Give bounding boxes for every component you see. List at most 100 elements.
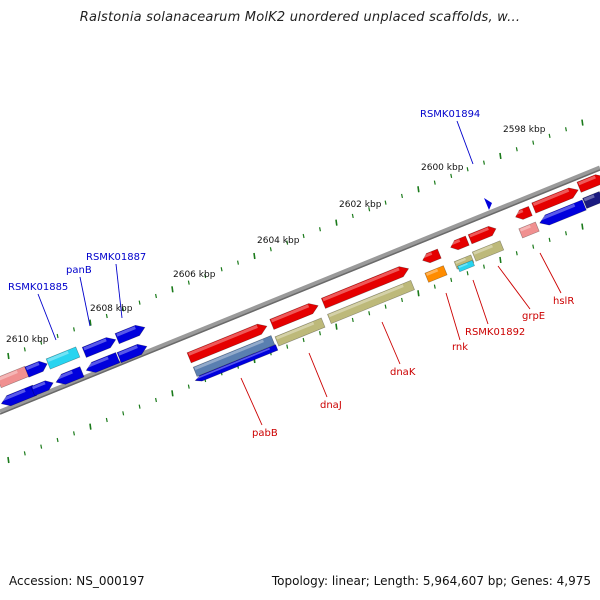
gene-grpe-upper-body	[467, 226, 497, 245]
lower-tick	[483, 264, 485, 269]
gene-lower-left-4-body	[85, 352, 121, 373]
lower-tick	[73, 431, 75, 436]
gene-label-rsmk01892[interactable]: RSMK01892	[465, 327, 525, 338]
upper-tick	[204, 273, 207, 279]
gene-rsmk01887-upper-2-highlight	[116, 326, 136, 337]
upper-tick	[286, 240, 289, 245]
gene-lower-left-4[interactable]	[84, 352, 121, 376]
gene-label-rsmk01894[interactable]: RSMK01894	[420, 109, 480, 120]
gene-upper-red-right[interactable]	[531, 185, 581, 214]
upper-tick	[565, 127, 567, 132]
gene-pabb-reverse[interactable]	[194, 344, 279, 384]
connector-dnak	[381, 321, 401, 365]
upper-tick	[23, 347, 26, 352]
gene-dnak[interactable]	[320, 264, 410, 309]
gene-upper-red-right-body	[531, 187, 579, 214]
connector-rsmk01887	[115, 263, 123, 319]
gene-rsmk01892-upper[interactable]	[449, 235, 470, 252]
lower-tick	[319, 331, 321, 336]
gene-rsmk01885[interactable]	[24, 359, 50, 378]
upper-tick	[122, 307, 125, 312]
gene-lower-left-3-highlight	[55, 370, 73, 381]
gene-pale-left-highlight	[0, 370, 18, 381]
gene-lower-left-5-body	[116, 343, 148, 364]
gene-lower-left-2-body	[30, 380, 54, 397]
gene-pabb-forward-highlight	[188, 325, 258, 356]
upper-tick	[40, 340, 43, 345]
upper-tick	[89, 319, 92, 326]
scale-label-2600: 2600 kbp	[421, 163, 464, 173]
connector-grpe	[497, 265, 531, 310]
gene-rsmk01887-upper-body	[81, 337, 117, 358]
gene-label-rsmk01885[interactable]: RSMK01885	[8, 282, 68, 293]
gene-label-rsmk01887[interactable]: RSMK01887	[86, 252, 146, 263]
gene-rnk-upper[interactable]	[421, 248, 442, 265]
gene-rnk-upper-body	[422, 248, 442, 264]
gene-lower-left-2-highlight	[32, 381, 46, 390]
gene-dnak-highlight	[322, 267, 400, 302]
gene-label-pabb[interactable]: pabB	[252, 428, 278, 439]
scale-label-2610: 2610 kbp	[6, 335, 49, 345]
gene-rnk[interactable]	[424, 265, 448, 283]
gene-label-hslr[interactable]: hslR	[553, 296, 574, 307]
gene-hslr-upper[interactable]	[514, 205, 533, 221]
gene-pabb-steel-highlight	[194, 339, 264, 370]
gene-rnk-upper-highlight	[421, 252, 433, 259]
gene-rsmk01887-upper[interactable]	[81, 335, 118, 358]
gene-hslr-body	[539, 199, 587, 226]
gene-pabb-steel[interactable]	[192, 335, 276, 377]
gene-label-dnak[interactable]: dnaK	[390, 367, 416, 378]
gene-lower-left-3[interactable]	[54, 366, 85, 388]
gene-rsmk01892[interactable]	[453, 254, 475, 270]
upper-tick	[155, 293, 157, 299]
gene-rsmk01892-cyan-highlight	[458, 262, 468, 268]
upper-tick	[581, 119, 584, 126]
gene-dnaj-reverse[interactable]	[274, 317, 326, 347]
accession-text: Accession: NS_000197	[9, 574, 145, 588]
connector-rsmk01885	[37, 293, 57, 341]
upper-tick	[237, 260, 239, 265]
gene-navy-edge[interactable]	[582, 191, 600, 209]
gene-hslr-upper-highlight	[514, 209, 524, 216]
gene-rsmk01894[interactable]	[484, 198, 492, 210]
gene-dnak-reverse[interactable]	[327, 280, 415, 324]
gene-lower-left-1-highlight	[0, 389, 26, 402]
gene-rsmk01892-cyan[interactable]	[457, 259, 475, 273]
lower-tick	[368, 311, 371, 316]
scale-label-2602: 2602 kbp	[339, 200, 382, 210]
gene-navy-edge-body	[582, 191, 600, 209]
gene-rsmk01887-upper-highlight	[83, 338, 107, 351]
gene-lower-left-2[interactable]	[30, 378, 55, 397]
gene-hslr-pale-body	[518, 221, 540, 239]
gene-dnaj-reverse-body	[274, 317, 326, 347]
scale-label-2606: 2606 kbp	[173, 270, 216, 280]
gene-panb-cyan[interactable]	[45, 346, 81, 370]
lower-tick	[89, 423, 92, 430]
gene-pabb-forward[interactable]	[186, 321, 269, 364]
gene-label-panb[interactable]: panB	[66, 265, 92, 276]
gene-label-rnk[interactable]: rnk	[452, 342, 468, 353]
connector-rnk	[445, 292, 461, 341]
gene-rsmk01887-upper-2[interactable]	[114, 322, 147, 345]
lower-tick	[581, 223, 584, 230]
gene-dnaj-body	[269, 303, 319, 330]
gene-dnaj-reverse-highlight	[276, 321, 315, 340]
gene-lower-left-5[interactable]	[116, 341, 149, 364]
gene-label-dnaj[interactable]: dnaJ	[320, 400, 342, 411]
gene-dnaj[interactable]	[269, 300, 320, 330]
gene-pale-left[interactable]	[0, 365, 30, 389]
gene-hslr-upper-body	[515, 205, 533, 220]
upper-tick	[269, 247, 272, 252]
sequence-backbone	[0, 165, 600, 415]
upper-tick	[466, 167, 469, 172]
gene-hslr[interactable]	[538, 199, 587, 228]
gene-grpe[interactable]	[471, 240, 505, 262]
upper-tick	[73, 327, 75, 332]
gene-upper-red-edge[interactable]	[576, 172, 600, 193]
gene-label-grpe[interactable]: grpE	[522, 311, 545, 322]
lower-tick	[122, 411, 125, 416]
lower-tick	[40, 444, 43, 449]
gene-grpe-upper[interactable]	[467, 224, 498, 245]
gene-dnak-reverse-body	[327, 280, 415, 324]
gene-hslr-pale[interactable]	[518, 221, 540, 239]
